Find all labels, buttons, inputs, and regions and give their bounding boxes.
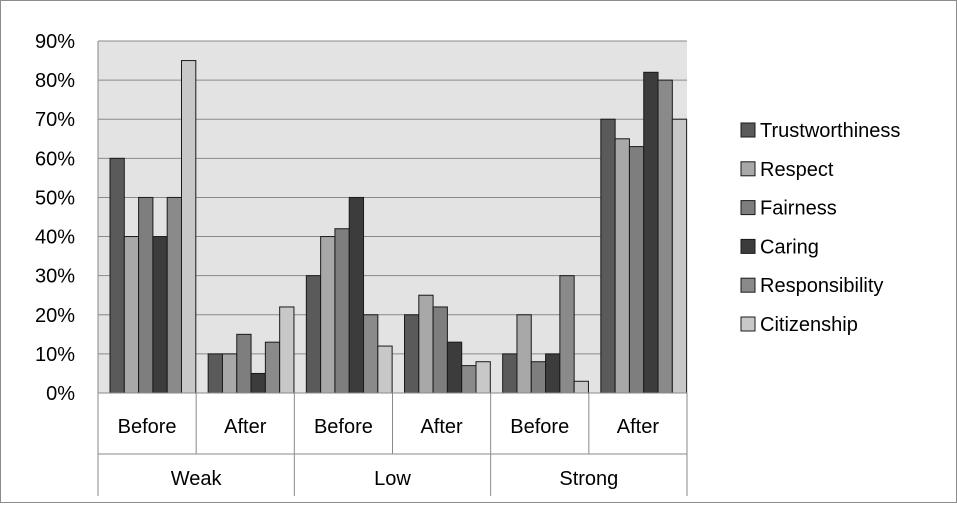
axes [97,41,688,496]
legend-swatch-caring [740,238,756,254]
y-tick-label: 80% [35,70,75,92]
bar-respect-weak-before [123,236,140,394]
y-tick-label: 0% [46,383,75,405]
legend: Trustworthiness Respect Fairness Caring Resp… [740,120,900,336]
y-tick-label: 50% [35,187,75,209]
legend-label-trustworthiness: Trustworthiness [760,120,900,142]
x-category-label: After [617,416,660,438]
legend-swatch-trustworthiness [740,122,756,138]
bar-trustworthiness-strong-after [600,118,616,394]
bar-citizenship-weak-before [181,60,197,394]
bar-citizenship-weak-after [279,306,295,394]
bar-fairness-low-before [334,228,350,394]
bar-citizenship-strong-before [573,380,589,394]
legend-swatch-citizenship [740,316,756,332]
bar-citizenship-low-before [377,345,393,394]
x-group-label: Weak [171,468,223,490]
legend-label-respect: Respect [760,159,834,181]
legend-label-caring: Caring [760,236,819,258]
legend-swatch-fairness [740,200,756,216]
bar-fairness-weak-before [138,196,154,394]
bar-trustworthiness-strong-before [502,353,518,394]
bar-caring-strong-before [545,353,561,394]
bar-trustworthiness-low-after [404,314,420,394]
bar-responsibility-low-before [363,314,379,394]
bar-caring-weak-before [152,236,168,394]
bar-trustworthiness-weak-after [207,353,223,394]
bar-fairness-low-after [432,306,448,394]
bar-fairness-weak-after [236,333,252,394]
x-group-label: Strong [559,468,618,490]
x-category-labels: Before After Before After Before After Weak Low… [118,416,660,490]
bar-responsibility-strong-after [657,79,673,394]
y-tick-label: 30% [35,266,75,288]
bar-responsibility-strong-before [559,275,575,394]
bar-caring-low-after [446,341,463,394]
bar-respect-low-before [320,236,336,394]
y-tick-labels: 0% 10% 20% 30% 40% 50% 60% 70% 80% 90% [35,31,75,405]
bar-caring-weak-after [250,372,266,394]
legend-label-responsibility: Responsibility [760,275,883,297]
y-tick-label: 40% [35,227,75,249]
bar-fairness-strong-before [530,361,547,394]
bar-responsibility-weak-before [166,196,182,394]
x-category-label: Before [314,416,373,438]
y-tick-label: 70% [35,109,75,131]
bar-trustworthiness-low-before [305,275,322,394]
y-tick-label: 10% [35,344,75,366]
x-category-label: After [224,416,267,438]
x-category-label: Before [510,416,569,438]
bars [109,60,688,394]
bar-citizenship-strong-after [671,118,688,394]
bar-respect-low-after [418,294,434,394]
bar-citizenship-low-after [475,361,491,394]
bar-respect-strong-before [516,314,532,394]
bar-responsibility-weak-after [264,341,281,394]
bar-respect-weak-after [221,353,238,394]
bar-fairness-strong-after [628,146,645,394]
x-category-label: After [420,416,463,438]
bar-respect-strong-after [614,138,630,394]
x-category-label: Before [118,416,177,438]
y-tick-label: 60% [35,148,75,170]
legend-label-citizenship: Citizenship [760,314,858,336]
legend-swatch-responsibility [740,277,756,293]
y-tick-label: 20% [35,305,75,327]
y-tick-label: 90% [35,31,75,53]
bar-trustworthiness-weak-before [109,157,125,394]
x-group-label: Low [374,468,411,490]
bar-caring-strong-after [643,71,659,394]
legend-swatch-respect [740,161,756,177]
bar-responsibility-low-after [461,365,477,394]
legend-label-fairness: Fairness [760,198,837,220]
bar-caring-low-before [348,196,365,394]
